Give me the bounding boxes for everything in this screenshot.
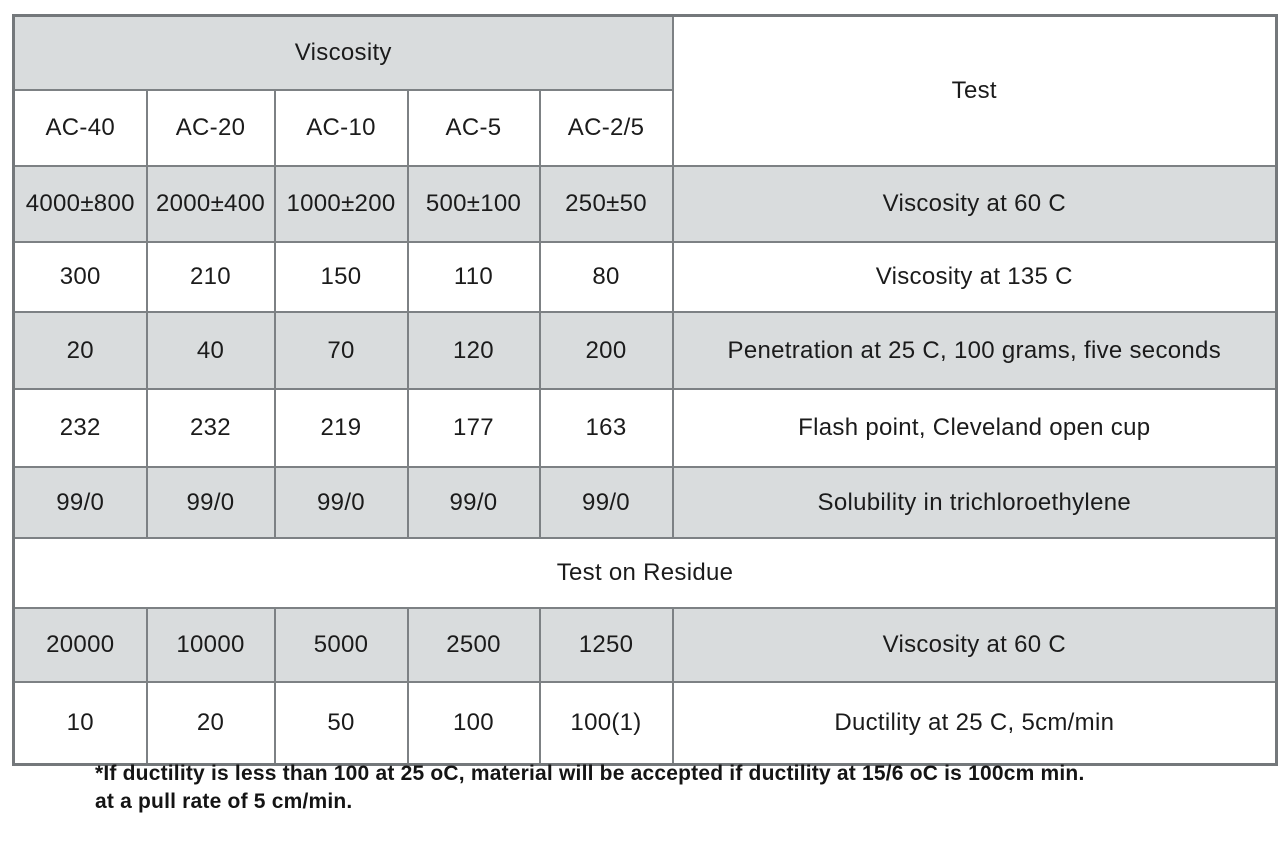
table-row-ductility: 10 20 50 100 100(1) Ductility at 25 C, 5… (12, 681, 1278, 766)
column-header-ac40: AC-40 (12, 89, 148, 167)
table-row-flash-point: 232 232 219 177 163 Flash point, Clevela… (12, 388, 1278, 468)
table-row-residue-header: Test on Residue (12, 537, 1278, 609)
table-row-viscosity-header: Viscosity Test (12, 14, 1278, 167)
table-cell: 80 (538, 241, 674, 313)
table-row-grade-labels: AC-40 AC-20 AC-10 AC-5 AC-2/5 (12, 89, 1277, 167)
test-label: Flash point, Cleveland open cup (671, 388, 1278, 468)
table-cell: 99/0 (12, 466, 148, 539)
column-header-ac20: AC-20 (145, 89, 276, 167)
table-cell: 100 (406, 681, 541, 766)
test-label: Solubility in trichloroethylene (671, 466, 1278, 539)
table-cell: 20 (12, 311, 148, 390)
table-cell: 120 (406, 311, 541, 390)
table-cell: 210 (145, 241, 276, 313)
table-cell: 2000±400 (145, 165, 276, 243)
residue-section-header: Test on Residue (12, 537, 1278, 609)
table-cell: 99/0 (145, 466, 276, 539)
table-cell: 232 (145, 388, 276, 468)
table-cell: 232 (12, 388, 148, 468)
table-row-viscosity-60: 4000±800 2000±400 1000±200 500±100 250±5… (12, 165, 1278, 243)
table-cell: 150 (273, 241, 409, 313)
table-cell: 10000 (145, 607, 276, 683)
column-header-ac10: AC-10 (273, 89, 409, 167)
table-cell: 163 (538, 388, 674, 468)
viscosity-grade-table: Viscosity Test AC-40 AC-20 AC-10 AC-5 AC… (12, 14, 1279, 766)
footnote: *If ductility is less than 100 at 25 oC,… (95, 760, 1084, 816)
column-header-ac25: AC-2/5 (538, 89, 674, 167)
table-row-residue-viscosity-60: 20000 10000 5000 2500 1250 Viscosity at … (12, 607, 1278, 683)
footnote-line-1: *If ductility is less than 100 at 25 oC,… (95, 762, 1085, 785)
table-row-penetration: 20 40 70 120 200 Penetration at 25 C, 10… (12, 311, 1278, 390)
table-cell: 110 (406, 241, 541, 313)
table-cell: 177 (406, 388, 541, 468)
table-cell: 2500 (406, 607, 541, 683)
viscosity-group-header: Viscosity (12, 14, 674, 91)
test-column-header: Test (671, 14, 1278, 167)
table-cell: 20000 (12, 607, 148, 683)
table-cell: 99/0 (406, 466, 541, 539)
table-cell: 219 (273, 388, 409, 468)
table-cell: 100(1) (538, 681, 674, 766)
table-cell: 250±50 (538, 165, 674, 243)
table-cell: 70 (273, 311, 409, 390)
test-label: Penetration at 25 C, 100 grams, five sec… (671, 311, 1278, 390)
table-cell: 99/0 (538, 466, 674, 539)
test-label: Ductility at 25 C, 5cm/min (671, 681, 1278, 766)
table-cell: 200 (538, 311, 674, 390)
table-row-viscosity-135: 300 210 150 110 80 Viscosity at 135 C (12, 241, 1278, 313)
table-cell: 10 (12, 681, 148, 766)
table-cell: 1000±200 (273, 165, 409, 243)
table-cell: 500±100 (406, 165, 541, 243)
table-cell: 300 (12, 241, 148, 313)
test-label: Viscosity at 60 C (671, 607, 1278, 683)
column-header-ac5: AC-5 (406, 89, 541, 167)
test-label: Viscosity at 60 C (671, 165, 1278, 243)
table-cell: 4000±800 (12, 165, 148, 243)
table-cell: 5000 (273, 607, 409, 683)
table-cell: 99/0 (273, 466, 409, 539)
footnote-line-2: at a pull rate of 5 cm/min. (95, 790, 353, 813)
table-cell: 40 (145, 311, 276, 390)
table-cell: 1250 (538, 607, 674, 683)
test-label: Viscosity at 135 C (671, 241, 1278, 313)
table-row-solubility: 99/0 99/0 99/0 99/0 99/0 Solubility in t… (12, 466, 1278, 539)
table-cell: 20 (145, 681, 276, 766)
table-cell: 50 (273, 681, 409, 766)
